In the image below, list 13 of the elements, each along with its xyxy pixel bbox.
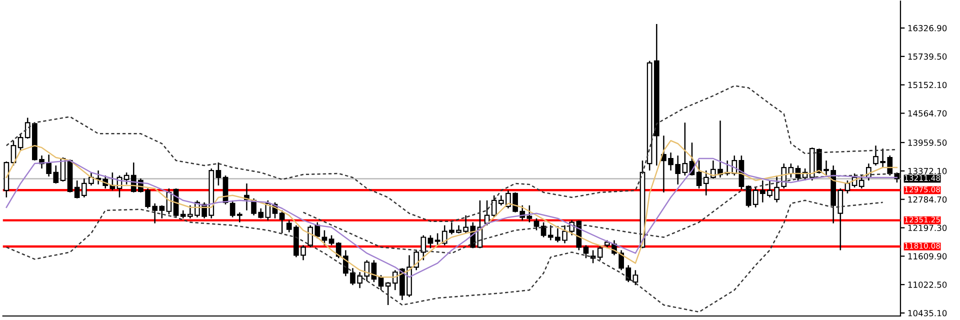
y-tick-label: 11609.90 [908, 253, 947, 260]
y-tick-label: 12197.30 [908, 224, 947, 232]
y-tick-label: 15739.50 [908, 53, 947, 60]
y-tick-label: 14564.70 [908, 110, 947, 117]
line-series [6, 85, 898, 222]
y-tick-label: 11022.50 [908, 282, 947, 288]
y-tick-label: 16326.90 [908, 25, 947, 32]
y-tick-label: 15152.10 [908, 82, 947, 88]
y-tick-label: 13959.50 [908, 140, 947, 146]
y-tick-label: 13372.10 [908, 168, 947, 174]
y-tick-label: 10435.10 [908, 310, 947, 316]
line-series [6, 200, 884, 313]
y-tick-label: 12784.70 [908, 196, 947, 203]
